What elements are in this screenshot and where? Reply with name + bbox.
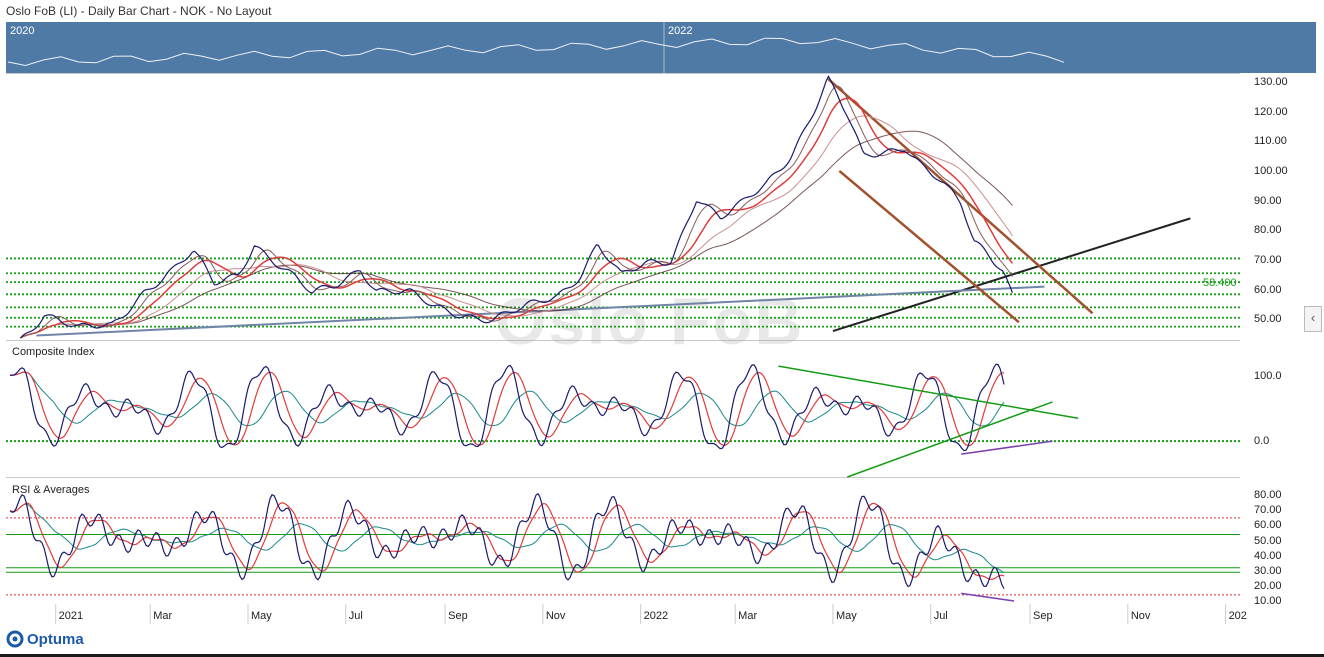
composite-y-axis[interactable]: 100.0 0.0 (1240, 340, 1324, 477)
composite-lower-wedge-line (847, 401, 1053, 478)
channel-upper-line (827, 77, 1094, 315)
rsi-y-tick: 30.00 (1254, 564, 1282, 577)
x-tick-label: Mar (153, 610, 173, 622)
rsi-panel-label: RSI & Averages (10, 484, 92, 496)
watermark: Oslo FoB (495, 284, 805, 358)
x-tick-label: Jul (933, 610, 948, 622)
price-y-tick: 100.00 (1254, 164, 1288, 177)
price-y-tick: 50.00 (1254, 313, 1282, 326)
price-y-tick: 90.00 (1254, 194, 1282, 207)
price-y-tick: 70.00 (1254, 253, 1282, 266)
x-tick-label: 2022 (643, 610, 669, 622)
x-tick-label: Sep (448, 610, 468, 622)
rsi-y-tick: 50.00 (1254, 534, 1282, 547)
rsi-y-tick: 60.00 (1254, 519, 1282, 532)
navigator-line (7, 37, 1065, 67)
rsi-y-tick: 10.00 (1254, 594, 1282, 607)
rsi-series-line (9, 492, 1005, 589)
rsi-y-tick: 40.00 (1254, 549, 1282, 562)
rsi-y-tick: 80.00 (1254, 489, 1282, 502)
rsi-y-tick: 20.00 (1254, 579, 1282, 592)
rsi-y-tick: 70.00 (1254, 504, 1282, 517)
price-y-axis[interactable]: 130.00 120.00 110.00 100.00 90.00 80.00 … (1240, 73, 1324, 340)
x-tick-label: 2021 (58, 610, 84, 622)
price-y-tick: 110.00 (1254, 135, 1287, 148)
x-tick-label: 202 (1228, 610, 1247, 622)
price-y-tick: 80.00 (1254, 224, 1282, 237)
ma-short-line (20, 85, 1013, 339)
x-tick-label: Mar (738, 610, 758, 622)
composite-series-line (9, 363, 1005, 452)
ma-long-line (20, 130, 1013, 339)
price-y-tick: 130.00 (1254, 75, 1288, 88)
optuma-logo-text: Optuma (27, 630, 84, 648)
chart-title: Oslo FoB (LI) - Daily Bar Chart - NOK - … (6, 4, 272, 18)
composite-y-tick: 0.0 (1254, 435, 1270, 448)
rsi-panel[interactable]: RSI & Averages (6, 477, 1240, 605)
price-panel[interactable] (6, 73, 1240, 341)
price-y-tick: 120.00 (1254, 105, 1288, 118)
composite-panel[interactable]: Composite Index (6, 340, 1240, 478)
rsi-y-axis[interactable]: 80.00 70.00 60.00 50.00 40.00 30.00 20.0… (1240, 477, 1324, 607)
x-tick-label: Nov (545, 610, 566, 622)
price-series-line (19, 75, 1013, 339)
composite-panel-label: Composite Index (10, 346, 97, 358)
composite-signal-line (9, 371, 1005, 447)
navigator-year-mid: 2022 (668, 25, 693, 37)
x-tick-label: Sep (1033, 610, 1053, 622)
x-tick-label: Jul (348, 610, 363, 622)
x-tick-label: May (835, 610, 857, 622)
price-y-tick: 60.00 (1254, 283, 1282, 296)
collapse-panel-button[interactable]: ‹ (1304, 306, 1322, 332)
navigator-year-start: 2020 (10, 25, 35, 37)
rsi-divergence-line (961, 592, 1015, 602)
x-tick-label: Nov (1130, 610, 1151, 622)
composite-divergence-line (961, 440, 1053, 455)
composite-upper-wedge-line (778, 365, 1079, 420)
navigator-strip[interactable]: 2020 2022 (6, 22, 1316, 73)
channel-lower-line (838, 169, 1020, 324)
optuma-logo-icon (6, 630, 24, 648)
composite-y-tick: 100.0 (1254, 369, 1282, 382)
bottom-bar (0, 654, 1324, 657)
optuma-logo: Optuma (6, 630, 84, 648)
ma-mid-line (20, 115, 1013, 339)
rsi-signal-line (9, 502, 1005, 581)
rsi-slow-line (9, 503, 1005, 574)
x-tick-label: May (250, 610, 272, 622)
